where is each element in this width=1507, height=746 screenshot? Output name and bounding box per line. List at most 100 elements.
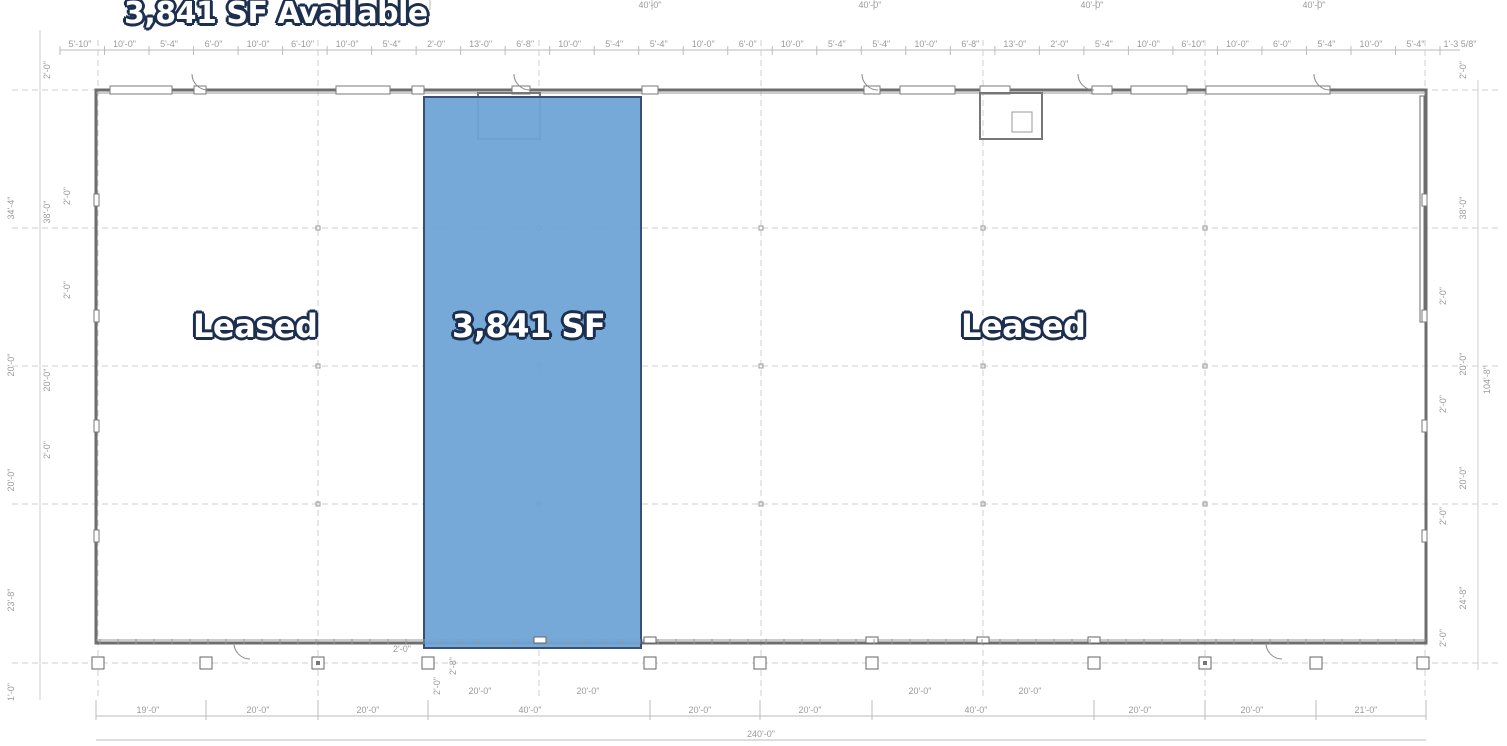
column-marker: [758, 501, 764, 507]
right-side-dimension: 2'-0": [1438, 395, 1448, 413]
storefront-window: [109, 85, 173, 95]
storefront-window: [1205, 85, 1331, 95]
top-segment-dimension: 5'-4": [872, 39, 890, 49]
wall-box: [643, 636, 657, 644]
top-bay-dimension: 40'-0": [859, 0, 882, 10]
top-segment-dimension: 5'-4": [383, 39, 401, 49]
column-base: [199, 656, 213, 670]
top-segment-dimension: 6'-10": [291, 39, 314, 49]
right-side-dimension: 104'-8": [1482, 366, 1492, 394]
bottom-row-dimension: 20'-0": [357, 705, 380, 715]
top-segment-dimension: 10'-0": [558, 39, 581, 49]
column-base: [643, 656, 657, 670]
top-segment-dimension: 10'-0": [1137, 39, 1160, 49]
column-base: [753, 656, 767, 670]
storefront-window: [411, 85, 425, 95]
unit-label-east: Leased: [961, 307, 1086, 345]
top-segment-dimension: 10'-0": [781, 39, 804, 49]
door-swing: [233, 642, 251, 660]
top-segment-dimension: 6'-8": [961, 39, 979, 49]
wall-pilaster-east: [1421, 419, 1428, 433]
column-core: [316, 661, 320, 665]
door-swing: [191, 73, 209, 91]
wall-pilaster-east: [1421, 309, 1428, 323]
left-side-dimension: 1'-0": [6, 683, 16, 701]
bottom-row-dimension: 20'-0": [1241, 705, 1264, 715]
exterior-wall: [94, 88, 1428, 645]
right-side-dimension: 2'-0": [1438, 507, 1448, 525]
wall-pilaster-west: [93, 529, 100, 543]
building-walls: [93, 73, 1428, 660]
left-side-dimension: 34'-4": [6, 197, 16, 220]
wall-pilaster-west: [93, 419, 100, 433]
wall-pilaster-west: [93, 193, 100, 207]
top-segment-dimension: 10'-0": [1226, 39, 1249, 49]
top-segment-dimension: 10'-0": [692, 39, 715, 49]
storefront-window: [863, 85, 881, 95]
east-wall-panel: [1419, 95, 1425, 323]
dimension-annotations: 40'-0" 40'-0" 40'-0" 40'-0" 5'-10" 10'-0" 5'-4…: [6, 0, 1492, 741]
left-side-dimension: 38'-0": [42, 201, 52, 224]
top-segment-dimension: 10'-0": [336, 39, 359, 49]
column-base: [1416, 656, 1430, 670]
column-marker: [758, 225, 764, 231]
top-segment-dimension: 5'-4": [1407, 39, 1425, 49]
top-segment-dimension: 10'-0": [1359, 39, 1382, 49]
top-segment-dimension: 1'-3 5/8": [1444, 39, 1477, 49]
bottom-row-dimension: 40'-0": [965, 705, 988, 715]
door-swing: [861, 73, 879, 91]
door-swing: [1265, 642, 1283, 660]
left-side-dimension: 20'-0": [6, 469, 16, 492]
bottom-inner-dimension: 20'-0": [469, 686, 492, 696]
door-swing: [1077, 73, 1095, 91]
wall-box: [865, 636, 879, 644]
left-side-dimension: 20'-0": [6, 354, 16, 377]
column-marker: [980, 225, 986, 231]
column-marker: [315, 363, 321, 369]
wall-pilaster-east: [1421, 529, 1428, 543]
column-marker: [1202, 363, 1208, 369]
left-side-dimension: 20'-0": [42, 369, 52, 392]
bottom-row-dimension: 20'-0": [689, 705, 712, 715]
bottom-row-dimension: 21'-0": [1355, 705, 1378, 715]
top-segment-dimension: 6'-0": [205, 39, 223, 49]
bottom-row-dimension: 20'-0": [1129, 705, 1152, 715]
right-side-dimension: 2'-0": [1438, 629, 1448, 647]
top-segment-dimension: 10'-0": [914, 39, 937, 49]
bottom-row-dimension: 40'-0": [519, 705, 542, 715]
top-segment-dimension: 6'-8": [516, 39, 534, 49]
column-base: [1087, 656, 1101, 670]
top-segment-dimension: 5'-4": [605, 39, 623, 49]
bottom-inner-dimension: 20'-0": [577, 686, 600, 696]
bottom-inner-dimension: 2'-8": [448, 657, 458, 675]
overall-dimension: 240'-0": [747, 729, 775, 739]
top-segment-dimension: 6'-0": [739, 39, 757, 49]
bottom-inner-dimension: 2'-0": [432, 677, 442, 695]
top-bay-dimension: 40'-0": [639, 0, 662, 10]
wall-pilaster-west: [93, 309, 100, 323]
utility-box: [1011, 111, 1033, 133]
top-segment-dimension: 13'-0": [469, 39, 492, 49]
left-side-dimension: 2'-0": [42, 61, 52, 79]
wall-box: [1087, 636, 1101, 644]
storefront-window: [1130, 85, 1188, 95]
top-segment-dimension: 2'-0": [1050, 39, 1068, 49]
storefront-window: [641, 85, 659, 95]
bottom-row-dimension: 20'-0": [247, 705, 270, 715]
column-base: [421, 656, 435, 670]
top-segment-dimension: 5'-4": [828, 39, 846, 49]
bottom-row-dimension: 20'-0": [799, 705, 822, 715]
column-grid-lines: [12, 40, 1500, 700]
left-side-dimension: 2'-0": [62, 281, 72, 299]
left-side-dimension: 23'-8": [6, 589, 16, 612]
top-segment-dimension: 10'-0": [113, 39, 136, 49]
top-segment-dimension: 10'-0": [247, 39, 270, 49]
left-side-dimension: 2'-0": [42, 441, 52, 459]
unit-label-west: Leased: [193, 307, 318, 345]
storefront-window: [1091, 85, 1113, 95]
column-marker: [980, 501, 986, 507]
wall-box: [533, 636, 547, 644]
unit-label-available[interactable]: 3,841 SF: [452, 307, 606, 345]
available-suite-highlight[interactable]: [423, 96, 642, 649]
